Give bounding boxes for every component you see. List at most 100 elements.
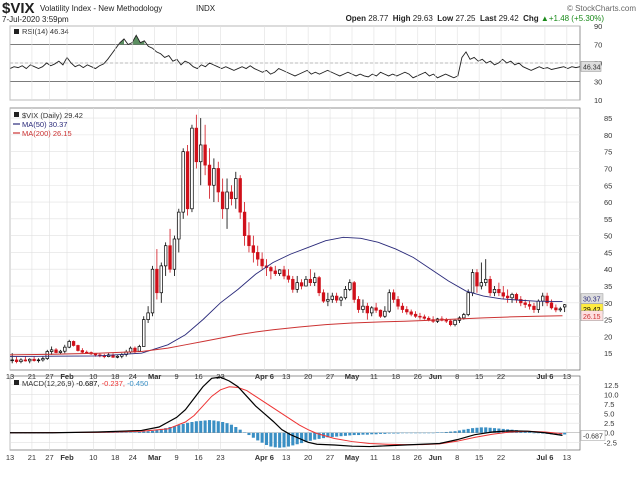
- candle-body: [234, 178, 238, 200]
- macd-legend-signal: -0.237,: [102, 379, 127, 388]
- macd-histogram-bar: [343, 432, 347, 436]
- macd-histogram-bar: [207, 420, 212, 433]
- macd-histogram-bar: [392, 432, 396, 434]
- candle-body: [32, 358, 36, 361]
- candle-body: [102, 355, 106, 358]
- macd-x-tick-label: Jun: [429, 453, 443, 462]
- candle-body: [58, 350, 63, 353]
- candle-body: [470, 272, 475, 294]
- macd-histogram-bar: [172, 426, 176, 433]
- datetime: 7-Jul-2020 3:59pm: [2, 15, 69, 24]
- macd-histogram-bar: [352, 432, 356, 436]
- up-arrow-icon: ▲: [540, 14, 549, 23]
- macd-histogram-bar: [155, 429, 159, 433]
- price-x-tick-label: Jul 6: [536, 372, 553, 381]
- candle-body: [361, 305, 365, 310]
- price-x-tick-label: 9: [175, 372, 179, 381]
- macd-histogram-bar: [396, 432, 400, 434]
- candle-body: [448, 320, 453, 326]
- price-x-tick-label: 11: [370, 372, 378, 381]
- candle-body: [23, 359, 28, 362]
- macd-histogram-bar: [129, 432, 133, 433]
- macd-histogram-bar: [221, 422, 225, 433]
- macd-x-tick-label: 23: [216, 453, 224, 462]
- low-label: Low: [437, 14, 454, 23]
- macd-histogram-bar: [225, 423, 229, 433]
- macd-x-tick-label: 27: [326, 453, 334, 462]
- candle-body: [199, 144, 203, 163]
- macd-histogram-bar: [150, 430, 155, 433]
- macd-histogram-bar: [251, 432, 255, 438]
- macd-tick-label: 0.0: [604, 429, 614, 438]
- candle-body: [28, 358, 32, 362]
- macd-x-tick-label: 20: [304, 453, 312, 462]
- candle-body: [462, 314, 466, 319]
- candle-body: [562, 304, 567, 308]
- candle-body: [532, 305, 536, 310]
- macd-tick-label: 5.0: [604, 410, 614, 419]
- macd-histogram-bar: [418, 432, 422, 434]
- macd-histogram-bar: [457, 430, 461, 433]
- macd-histogram-bar: [453, 431, 457, 433]
- candle-body: [299, 282, 304, 287]
- macd-histogram-bar: [528, 431, 532, 433]
- candle-body: [409, 311, 413, 315]
- candle-body: [391, 292, 396, 300]
- macd-histogram-bar: [471, 428, 475, 433]
- macd-x-tick-label: 13: [282, 453, 290, 462]
- macd-histogram-bar: [414, 432, 418, 434]
- candle-body: [177, 211, 181, 240]
- macd-tick-label: 7.5: [604, 400, 614, 409]
- macd-x-tick-label: 18: [111, 453, 119, 462]
- macd-x-tick-label: Mar: [148, 453, 161, 462]
- candle-body: [14, 359, 19, 362]
- candle-body: [115, 355, 120, 358]
- rsi-legend-swatch: [14, 29, 19, 34]
- macd-x-tick-label: 11: [370, 453, 378, 462]
- macd-histogram-bar: [374, 432, 378, 435]
- candle-body: [484, 278, 488, 284]
- macd-histogram-bar: [422, 432, 426, 434]
- macd-histogram-bar: [111, 432, 115, 433]
- ohlc-readout: Open 28.77 High 29.63 Low 27.25 Last 29.…: [346, 14, 604, 23]
- candle-body: [501, 292, 505, 297]
- candle-body: [330, 295, 334, 300]
- candle-body: [339, 297, 343, 301]
- candle-body: [479, 282, 484, 287]
- macd-x-tick-label: Feb: [60, 453, 74, 462]
- price-tick-label: 40: [604, 265, 612, 274]
- candle-body: [220, 191, 225, 210]
- macd-histogram-bar: [365, 432, 369, 435]
- candle-body: [505, 295, 510, 299]
- price-tick-label: 20: [604, 332, 612, 341]
- macd-histogram-bar: [203, 420, 207, 433]
- candle-body: [523, 302, 527, 305]
- candle-body: [378, 309, 383, 317]
- price-tick-label: 70: [604, 164, 612, 173]
- macd-histogram-bar: [335, 432, 339, 437]
- macd-value-badge: [580, 430, 606, 441]
- ma200-line: [9, 315, 563, 356]
- macd-signal-line: [9, 386, 563, 446]
- ma50-line: [9, 236, 563, 358]
- macd-legend-macd: -0.687,: [76, 379, 101, 388]
- candle-body: [269, 267, 273, 272]
- macd-histogram-bar: [247, 432, 251, 436]
- rsi-value-badge: [580, 61, 602, 72]
- ma200-legend: MA(200) 26.15: [22, 129, 72, 138]
- price-x-tick-label: 27: [326, 372, 334, 381]
- macd-histogram-bar: [115, 432, 119, 433]
- macd-histogram-bar: [243, 432, 247, 433]
- macd-histogram-bar: [278, 432, 282, 448]
- price-tick-label: 35: [604, 282, 612, 291]
- macd-histogram-bar: [400, 432, 404, 434]
- candle-body: [396, 299, 400, 307]
- last-value: 29.42: [498, 14, 519, 23]
- candle-body: [405, 309, 409, 313]
- macd-histogram-bar: [475, 427, 479, 433]
- macd-histogram-bar: [554, 432, 558, 435]
- rsi-line: [9, 34, 581, 79]
- price-tick-label: 45: [604, 248, 612, 257]
- macd-histogram-bar: [449, 431, 453, 433]
- macd-histogram-bar: [492, 428, 497, 433]
